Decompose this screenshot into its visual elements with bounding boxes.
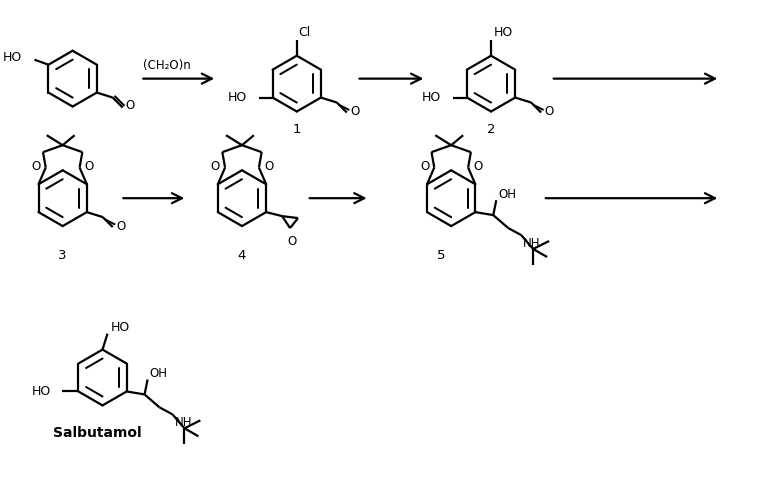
Text: O: O xyxy=(84,160,94,173)
Text: HO: HO xyxy=(32,385,51,398)
Text: HO: HO xyxy=(422,91,441,104)
Text: OH: OH xyxy=(498,188,516,201)
Text: NH: NH xyxy=(523,237,541,249)
Text: 5: 5 xyxy=(437,249,445,262)
Text: Salbutamol: Salbutamol xyxy=(53,426,142,440)
Text: HO: HO xyxy=(2,51,22,64)
Text: O: O xyxy=(350,105,359,118)
Text: Cl: Cl xyxy=(298,26,310,39)
Text: 1: 1 xyxy=(293,123,301,136)
Text: NH: NH xyxy=(174,416,192,429)
Text: O: O xyxy=(473,160,482,173)
Text: HO: HO xyxy=(227,91,247,104)
Text: 4: 4 xyxy=(238,249,247,262)
Text: (CH₂O)n: (CH₂O)n xyxy=(144,59,191,72)
Text: 2: 2 xyxy=(487,123,495,136)
Text: O: O xyxy=(287,235,296,248)
Text: 3: 3 xyxy=(58,249,67,262)
Text: O: O xyxy=(31,160,41,173)
Text: HO: HO xyxy=(494,26,513,39)
Text: OH: OH xyxy=(150,367,167,380)
Text: O: O xyxy=(211,160,220,173)
Text: O: O xyxy=(116,219,125,233)
Text: HO: HO xyxy=(111,321,130,334)
Text: O: O xyxy=(125,99,134,112)
Text: O: O xyxy=(545,105,554,118)
Text: O: O xyxy=(420,160,429,173)
Text: O: O xyxy=(264,160,273,173)
